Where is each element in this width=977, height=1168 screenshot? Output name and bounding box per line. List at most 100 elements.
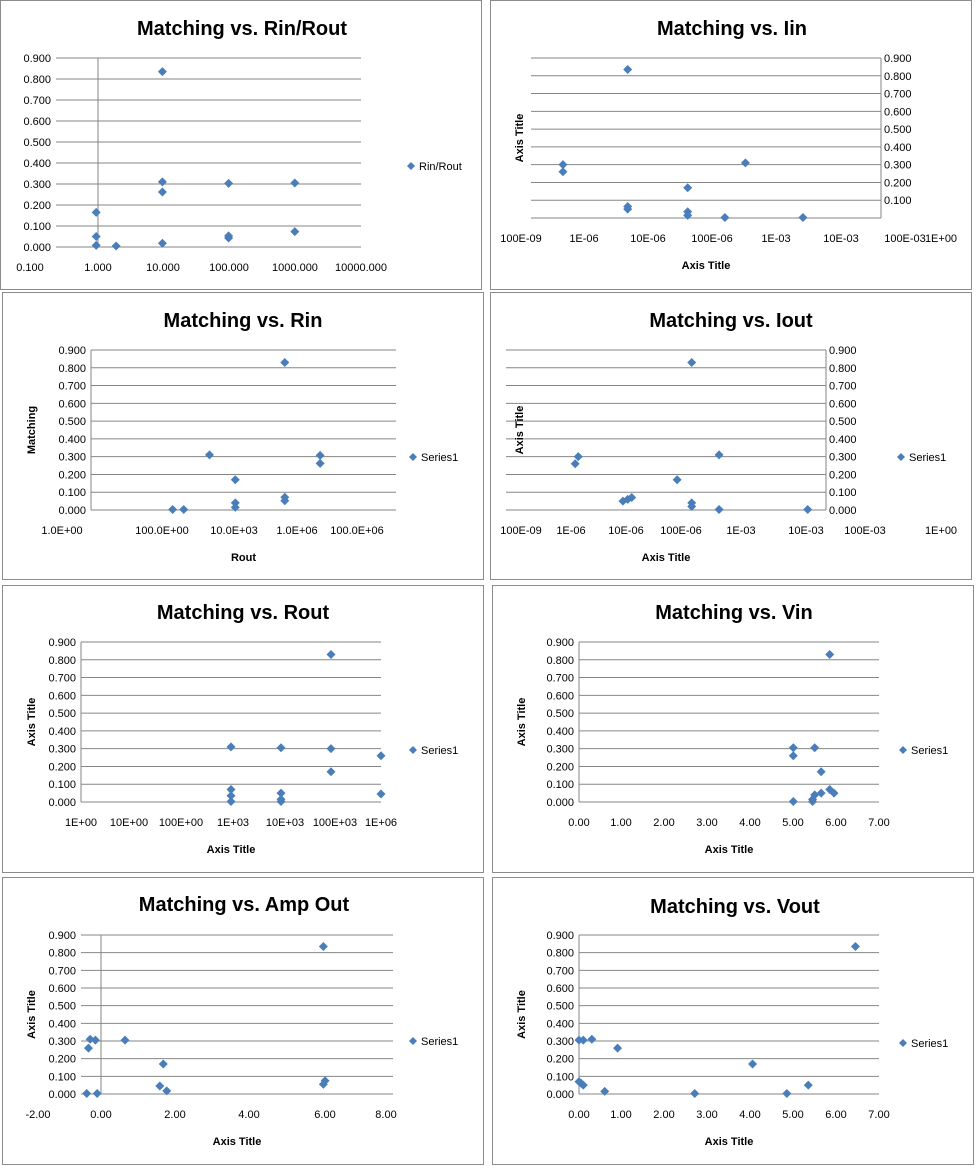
chart-panel-2: Matching vs. Iin 0.100 0.200 0.300 0.400 0.50… (490, 0, 972, 290)
legend-label: Series1 (911, 1038, 948, 1050)
scatter-chart-svg: Matching vs. Vin 0.000 0.100 0.200 0.300 0.40… (516, 602, 948, 856)
y-tick-label: 0.800 (23, 74, 51, 86)
y-tick-label: 0.200 (546, 761, 574, 773)
x-tick-label: 4.00 (238, 1109, 259, 1121)
data-point (558, 160, 568, 170)
data-point (318, 1079, 328, 1089)
data-point (157, 177, 167, 187)
data-point (803, 1080, 813, 1090)
y-tick-label: 0.300 (829, 452, 857, 464)
y-tick-label: 0.000 (48, 1089, 76, 1101)
data-point (315, 458, 325, 468)
x-tick-label: 100.000 (209, 262, 249, 274)
data-point (623, 204, 633, 214)
x-tick-label: 1E+03 (217, 817, 249, 829)
y-tick-label: 0.700 (546, 965, 574, 977)
data-point (92, 1088, 102, 1098)
data-point (782, 1088, 792, 1098)
x-tick-label: 0.00 (568, 1109, 589, 1121)
data-point (230, 475, 240, 485)
y-tick-label: 0.600 (23, 116, 51, 128)
y-axis-title: Axis Title (516, 698, 528, 747)
x-tick-label: 100E-06 (660, 525, 702, 537)
x-tick-label: 8.00 (375, 1109, 396, 1121)
x-tick-label: 10000.000 (335, 262, 387, 274)
y-tick-label: 0.700 (48, 965, 76, 977)
x-tick-label: 1E+00 (925, 525, 957, 537)
chart-title: Matching vs. Rout (157, 602, 330, 624)
data-point (798, 212, 808, 222)
y-tick-label: 0.500 (884, 124, 912, 136)
chart-title: Matching vs. Rin (164, 310, 323, 332)
data-point (318, 941, 328, 951)
x-tick-label: 1.000 (84, 262, 112, 274)
x-tick-label: 10E-03 (823, 233, 858, 245)
x-tick-label: 0.00 (90, 1109, 111, 1121)
x-tick-label: 5.00 (782, 817, 803, 829)
data-point (290, 227, 300, 237)
y-tick-label: 0.200 (829, 469, 857, 481)
y-tick-label: 0.300 (23, 179, 51, 191)
x-tick-label: 1E-03 (726, 525, 755, 537)
x-tick-label: 100E+00 (159, 817, 203, 829)
data-point (587, 1034, 597, 1044)
data-point (205, 450, 214, 460)
scatter-chart-svg: Matching vs. Iout 0.000 0.100 0.200 0.300 0.4… (500, 310, 957, 564)
y-tick-label: 0.200 (58, 469, 86, 481)
data-point (276, 788, 286, 798)
chart-panel-3: Matching vs. Rin 0.000 0.100 0.200 0.300 0.40… (2, 292, 484, 580)
y-tick-label: 0.800 (884, 71, 912, 83)
x-tick-label: 6.00 (825, 1109, 846, 1121)
legend-marker (409, 1037, 417, 1045)
y-tick-label: 0.500 (48, 708, 76, 720)
y-tick-label: 0.400 (546, 1018, 574, 1030)
x-tick-label: 10E-06 (608, 525, 643, 537)
chart-panel-7: Matching vs. Amp Out 0.000 0.100 0.200 0.300… (2, 877, 484, 1165)
data-point (111, 241, 121, 251)
data-point (155, 1081, 165, 1091)
y-tick-label: 0.700 (884, 89, 912, 101)
chart-panel-4: Matching vs. Iout 0.000 0.100 0.200 0.300 0.4… (490, 292, 972, 580)
x-axis-title: Axis Title (705, 844, 754, 856)
y-tick-label: 0.000 (48, 797, 76, 809)
x-tick-label: 1.00 (610, 1109, 631, 1121)
y-axis-title: Axis Title (514, 114, 526, 163)
x-tick-label: 10E+00 (110, 817, 148, 829)
y-tick-label: 0.900 (546, 637, 574, 649)
y-axis-title: Axis Title (26, 990, 38, 1039)
data-point (613, 1043, 623, 1053)
x-tick-label: 1.0E+00 (41, 525, 82, 537)
data-point (683, 210, 693, 220)
data-point (290, 178, 300, 188)
x-tick-label: 3.00 (696, 817, 717, 829)
x-tick-label: 7.00 (868, 1109, 889, 1121)
data-point (748, 1059, 758, 1069)
y-tick-label: 0.600 (48, 983, 76, 995)
x-tick-label: 10.000 (146, 262, 180, 274)
data-point (720, 212, 730, 222)
data-point (226, 785, 236, 795)
legend-label: Series1 (421, 745, 458, 757)
y-axis-title: Axis Title (516, 990, 528, 1039)
x-tick-label: 0.00 (568, 817, 589, 829)
y-tick-label: 0.600 (884, 106, 912, 118)
legend-marker (407, 162, 415, 170)
data-point (91, 240, 101, 250)
y-axis-title: Matching (26, 406, 38, 454)
y-tick-label: 0.100 (829, 487, 857, 499)
legend-marker (409, 453, 417, 461)
legend-label: Series1 (911, 745, 948, 757)
x-tick-label: 100E-09 (500, 525, 542, 537)
x-axis-title: Rout (231, 552, 256, 564)
data-point (740, 158, 750, 168)
data-point (90, 1035, 100, 1045)
data-point (230, 502, 240, 512)
data-point (224, 178, 234, 188)
y-tick-label: 0.700 (48, 673, 76, 685)
scatter-chart-svg: Matching vs. Rin 0.000 0.100 0.200 0.300 0.40… (26, 310, 458, 564)
data-point (600, 1086, 610, 1096)
chart-panel-6: Matching vs. Vin 0.000 0.100 0.200 0.300 0.40… (492, 585, 974, 873)
data-point (803, 504, 813, 514)
y-tick-label: 0.800 (546, 655, 574, 667)
chart-panel-1: Matching vs. Rin/Rout 0.000 0.100 0.200 0.30… (0, 0, 482, 290)
